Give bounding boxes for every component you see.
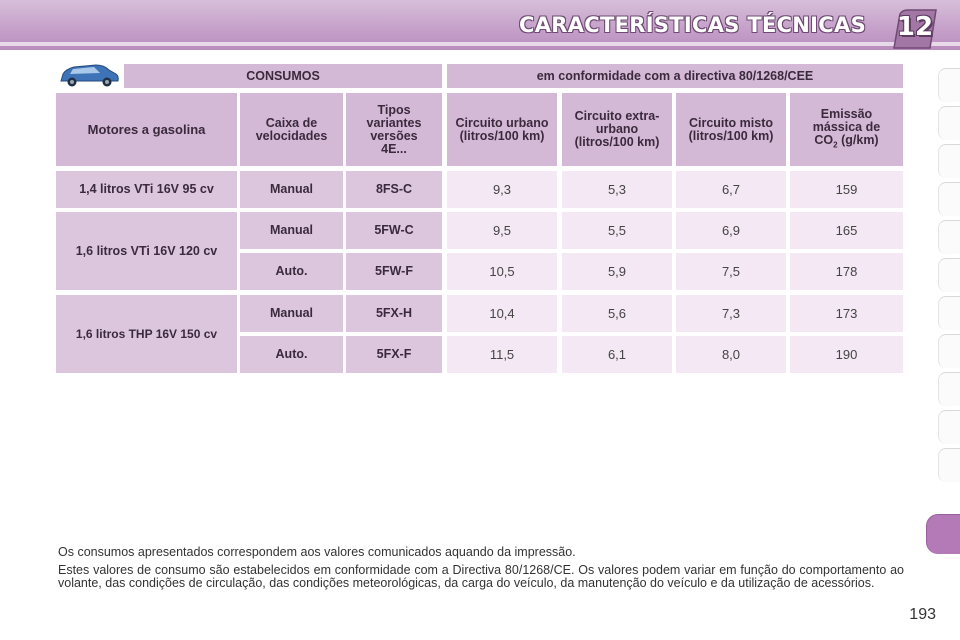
col-caixa: Caixa de velocidades bbox=[240, 93, 343, 166]
header-band bbox=[0, 0, 960, 50]
row-tipo: 5FW-C bbox=[346, 212, 442, 249]
row-extra-urbano: 5,3 bbox=[562, 171, 672, 208]
row-extra-urbano: 5,6 bbox=[562, 295, 672, 332]
col-emissao-line1: Emissão mássica de bbox=[812, 106, 881, 134]
chapter-tab[interactable] bbox=[938, 68, 960, 102]
col-motores: Motores a gasolina bbox=[56, 93, 237, 166]
row-urbano: 10,5 bbox=[447, 253, 557, 290]
row-tipo: 5FX-H bbox=[346, 295, 442, 332]
row-co2: 178 bbox=[790, 253, 903, 290]
row-tipo: 8FS-C bbox=[346, 171, 442, 208]
row-tipo: 5FW-F bbox=[346, 253, 442, 290]
row-co2: 159 bbox=[790, 171, 903, 208]
engine-label: 1,4 litros VTi 16V 95 cv bbox=[56, 171, 237, 208]
col-urbano: Circuito urbano (litros/100 km) bbox=[447, 93, 557, 166]
chapter-tab[interactable] bbox=[938, 144, 960, 178]
note-paragraph: Estes valores de consumo são estabelecid… bbox=[58, 563, 904, 590]
row-caixa: Manual bbox=[240, 295, 343, 332]
chapter-tab[interactable] bbox=[938, 258, 960, 292]
row-extra-urbano: 5,9 bbox=[562, 253, 672, 290]
chapter-number: 12 bbox=[896, 12, 934, 42]
car-icon bbox=[56, 60, 122, 90]
page-number: 193 bbox=[909, 606, 936, 623]
chapter-tab[interactable] bbox=[938, 334, 960, 368]
row-caixa: Auto. bbox=[240, 336, 343, 373]
row-misto: 8,0 bbox=[676, 336, 786, 373]
row-caixa: Manual bbox=[240, 212, 343, 249]
row-co2: 190 bbox=[790, 336, 903, 373]
chapter-badge-icon bbox=[893, 9, 937, 49]
col-emissao: Emissão mássica de CO2 (g/km) bbox=[790, 93, 903, 166]
row-urbano: 11,5 bbox=[447, 336, 557, 373]
col-misto: Circuito misto (litros/100 km) bbox=[676, 93, 786, 166]
row-caixa: Auto. bbox=[240, 253, 343, 290]
row-urbano: 9,3 bbox=[447, 171, 557, 208]
chapter-tab[interactable] bbox=[938, 448, 960, 482]
row-tipo: 5FX-F bbox=[346, 336, 442, 373]
chapter-tab[interactable] bbox=[938, 106, 960, 140]
co2-unit: (g/km) bbox=[841, 132, 879, 147]
chapter-tab[interactable] bbox=[938, 220, 960, 254]
chapter-tab[interactable] bbox=[938, 182, 960, 216]
row-misto: 7,3 bbox=[676, 295, 786, 332]
chapter-tab[interactable] bbox=[938, 296, 960, 330]
header-divider bbox=[0, 42, 960, 46]
row-misto: 6,7 bbox=[676, 171, 786, 208]
row-urbano: 9,5 bbox=[447, 212, 557, 249]
row-misto: 7,5 bbox=[676, 253, 786, 290]
row-urbano: 10,4 bbox=[447, 295, 557, 332]
page-title: CARACTERÍSTICAS TÉCNICAS bbox=[519, 13, 866, 37]
chapter-tab[interactable] bbox=[938, 372, 960, 406]
row-co2: 173 bbox=[790, 295, 903, 332]
engine-label: 1,6 litros THP 16V 150 cv bbox=[56, 295, 237, 373]
consumos-header: CONSUMOS bbox=[124, 64, 442, 88]
col-emissao-line2: CO2 (g/km) bbox=[814, 132, 879, 152]
row-co2: 165 bbox=[790, 212, 903, 249]
chapter-tab[interactable] bbox=[938, 410, 960, 444]
directiva-header: em conformidade com a directiva 80/1268/… bbox=[447, 64, 903, 88]
note-paragraph: Os consumos apresentados correspondem ao… bbox=[58, 545, 576, 559]
notes: Os consumos apresentados correspondem ao… bbox=[58, 546, 904, 595]
col-extra-urbano: Circuito extra-urbano (litros/100 km) bbox=[562, 93, 672, 166]
row-extra-urbano: 5,5 bbox=[562, 212, 672, 249]
row-misto: 6,9 bbox=[676, 212, 786, 249]
chapter-tab-active[interactable] bbox=[926, 514, 960, 554]
engine-label: 1,6 litros VTi 16V 120 cv bbox=[56, 212, 237, 290]
row-extra-urbano: 6,1 bbox=[562, 336, 672, 373]
co-label: CO bbox=[814, 132, 834, 147]
col-tipos: Tipos variantes versões 4E... bbox=[346, 93, 442, 166]
co-subscript: 2 bbox=[833, 140, 838, 150]
row-caixa: Manual bbox=[240, 171, 343, 208]
